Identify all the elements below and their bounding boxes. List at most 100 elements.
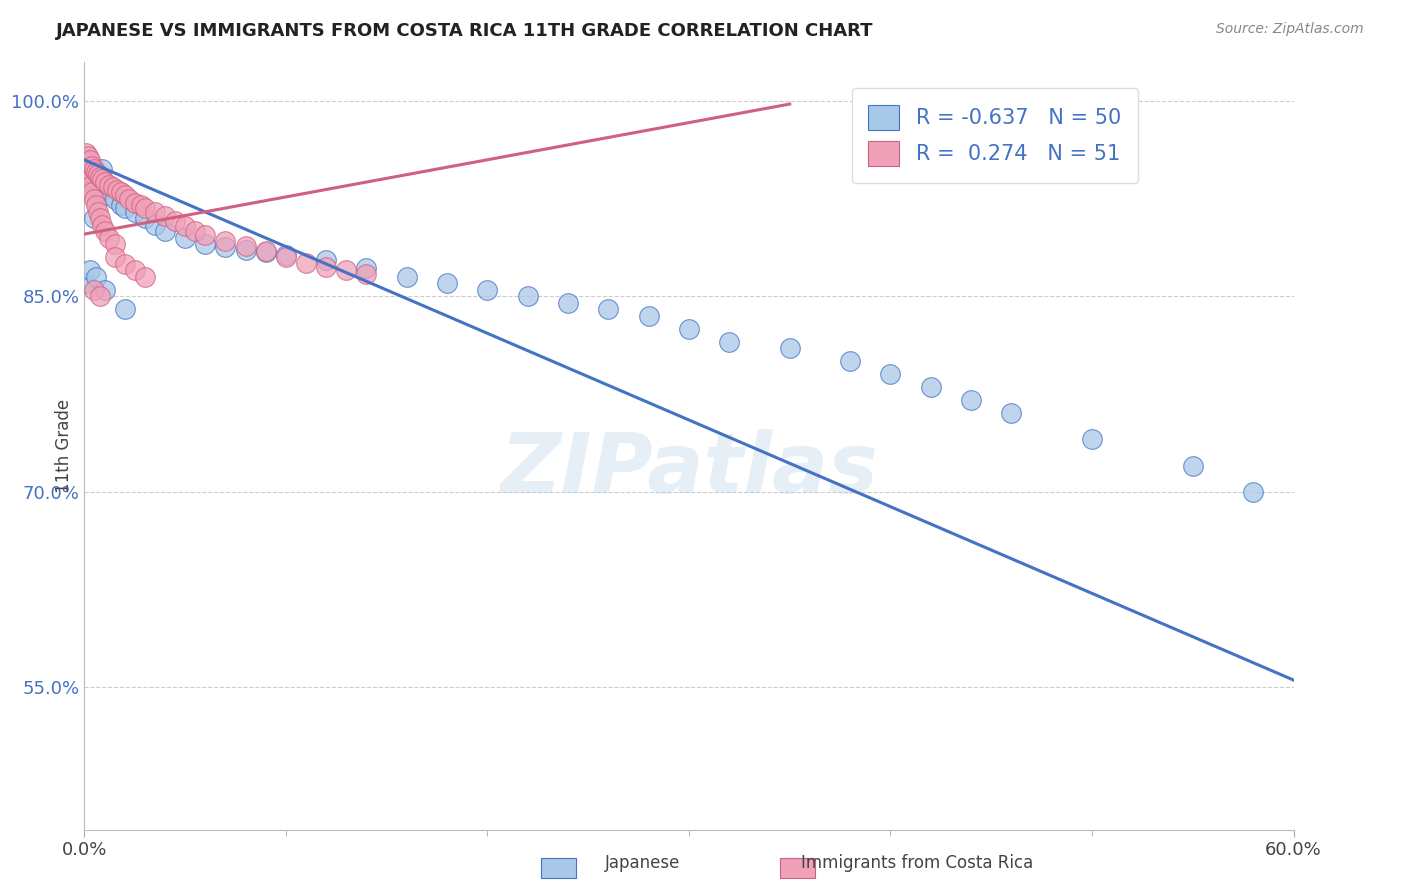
Point [82, 172, 104, 186]
Point [194, 228, 217, 243]
Point [960, 393, 983, 408]
Point [75, 277, 97, 291]
Point [124, 195, 146, 210]
Point [143, 218, 166, 232]
Point [235, 239, 257, 253]
Point [83, 192, 105, 206]
Point [89, 169, 111, 184]
Point [105, 183, 128, 197]
Point [254, 244, 277, 258]
Point [235, 243, 257, 257]
Point [315, 260, 337, 274]
Point [77, 149, 100, 163]
Point [184, 224, 207, 238]
Point [79, 263, 101, 277]
Point [75, 153, 97, 167]
Point [79, 178, 101, 193]
Point [920, 380, 942, 394]
Point [114, 201, 136, 215]
Point [93, 224, 115, 238]
Point [82, 160, 104, 174]
Point [83, 283, 105, 297]
Point [153, 209, 176, 223]
Point [110, 198, 132, 212]
Point [75, 146, 97, 161]
Text: Source: ZipAtlas.com: Source: ZipAtlas.com [1216, 22, 1364, 37]
Legend: R = -0.637   N = 50, R =  0.274   N = 51: R = -0.637 N = 50, R = 0.274 N = 51 [852, 88, 1137, 183]
Point [477, 283, 499, 297]
Point [104, 192, 127, 206]
Point [214, 240, 236, 254]
Point [254, 245, 277, 260]
Point [1081, 433, 1104, 447]
Point [335, 263, 357, 277]
Point [274, 251, 297, 265]
Point [110, 186, 132, 200]
Text: Immigrants from Costa Rica: Immigrants from Costa Rica [801, 855, 1033, 872]
Text: ZIPatlas: ZIPatlas [501, 428, 877, 509]
Point [557, 296, 579, 310]
Point [91, 162, 114, 177]
Point [214, 234, 236, 248]
Point [83, 162, 105, 177]
Point [114, 188, 136, 202]
Point [104, 251, 127, 265]
Point [83, 211, 105, 226]
Point [194, 237, 217, 252]
Point [436, 277, 458, 291]
Point [79, 160, 101, 174]
Point [101, 180, 124, 194]
Point [91, 218, 114, 232]
Point [77, 166, 100, 180]
Point [118, 192, 141, 206]
Point [89, 186, 111, 200]
Point [174, 219, 197, 234]
Point [356, 260, 378, 275]
Point [356, 268, 378, 282]
Point [718, 334, 741, 349]
Point [114, 302, 136, 317]
Point [86, 198, 108, 212]
Point [165, 214, 187, 228]
Point [79, 153, 101, 167]
Point [87, 167, 110, 181]
Point [83, 178, 105, 193]
Point [93, 283, 115, 297]
Text: Japanese: Japanese [605, 855, 681, 872]
Point [1000, 407, 1022, 421]
Point [315, 253, 337, 268]
Point [87, 205, 110, 219]
Point [97, 178, 120, 192]
Point [598, 302, 620, 317]
Point [104, 237, 127, 252]
Point [174, 231, 197, 245]
Point [87, 175, 110, 189]
Point [93, 178, 115, 192]
Point [86, 169, 108, 184]
Point [75, 172, 97, 186]
Point [779, 342, 801, 356]
Point [839, 354, 862, 368]
Point [295, 255, 318, 269]
Point [89, 289, 111, 303]
Point [143, 205, 166, 219]
Point [114, 257, 136, 271]
Point [124, 205, 146, 219]
Point [879, 368, 901, 382]
Point [91, 172, 114, 186]
Point [129, 198, 152, 212]
Point [77, 166, 100, 180]
Point [134, 211, 156, 226]
Point [97, 231, 120, 245]
Point [82, 186, 104, 200]
Text: JAPANESE VS IMMIGRANTS FROM COSTA RICA 11TH GRADE CORRELATION CHART: JAPANESE VS IMMIGRANTS FROM COSTA RICA 1… [56, 22, 873, 40]
Point [153, 224, 176, 238]
Point [1241, 484, 1264, 499]
Point [124, 263, 146, 277]
Point [86, 270, 108, 285]
Point [89, 211, 111, 226]
Point [134, 270, 156, 285]
Point [1181, 458, 1204, 473]
Point [678, 322, 700, 336]
Point [516, 289, 538, 303]
